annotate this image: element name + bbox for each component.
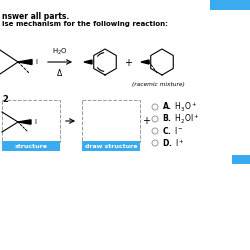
Text: (racemic mixture): (racemic mixture) [132,82,184,87]
Text: $\mathbf{B.}$$\ \mathrm{H_2OI^+}$: $\mathbf{B.}$$\ \mathrm{H_2OI^+}$ [162,112,200,126]
Text: $\mathrm{H_2O}$: $\mathrm{H_2O}$ [52,47,68,57]
Bar [82,100,140,142]
Circle shape [152,128,158,134]
Text: 2: 2 [2,95,8,104]
Text: nswer all parts.: nswer all parts. [2,12,69,21]
Polygon shape [84,60,92,64]
Text: +: + [142,116,150,126]
FancyBboxPatch shape [232,155,250,164]
Text: I: I [34,119,36,125]
FancyBboxPatch shape [2,141,60,151]
Text: draw structure: draw structure [85,144,137,148]
Text: $\mathbf{A.}$$\ \mathrm{H_3O^+}$: $\mathbf{A.}$$\ \mathrm{H_3O^+}$ [162,100,197,114]
Polygon shape [141,60,149,64]
Bar [2,100,60,142]
FancyBboxPatch shape [82,141,140,151]
Text: structure: structure [14,144,48,148]
Text: I: I [35,59,37,65]
Circle shape [152,140,158,146]
Circle shape [152,104,158,110]
Text: +: + [124,58,132,68]
Circle shape [152,116,158,122]
Text: $\mathbf{D.}$$\ \mathrm{I^+}$: $\mathbf{D.}$$\ \mathrm{I^+}$ [162,137,184,149]
Polygon shape [18,120,31,124]
FancyBboxPatch shape [210,0,250,10]
Polygon shape [18,60,32,64]
Text: ise mechanism for the following reaction:: ise mechanism for the following reaction… [2,21,168,27]
Text: $\mathbf{C.}$$\ \mathrm{I^-}$: $\mathbf{C.}$$\ \mathrm{I^-}$ [162,126,184,136]
Text: $\Delta$: $\Delta$ [56,67,64,78]
